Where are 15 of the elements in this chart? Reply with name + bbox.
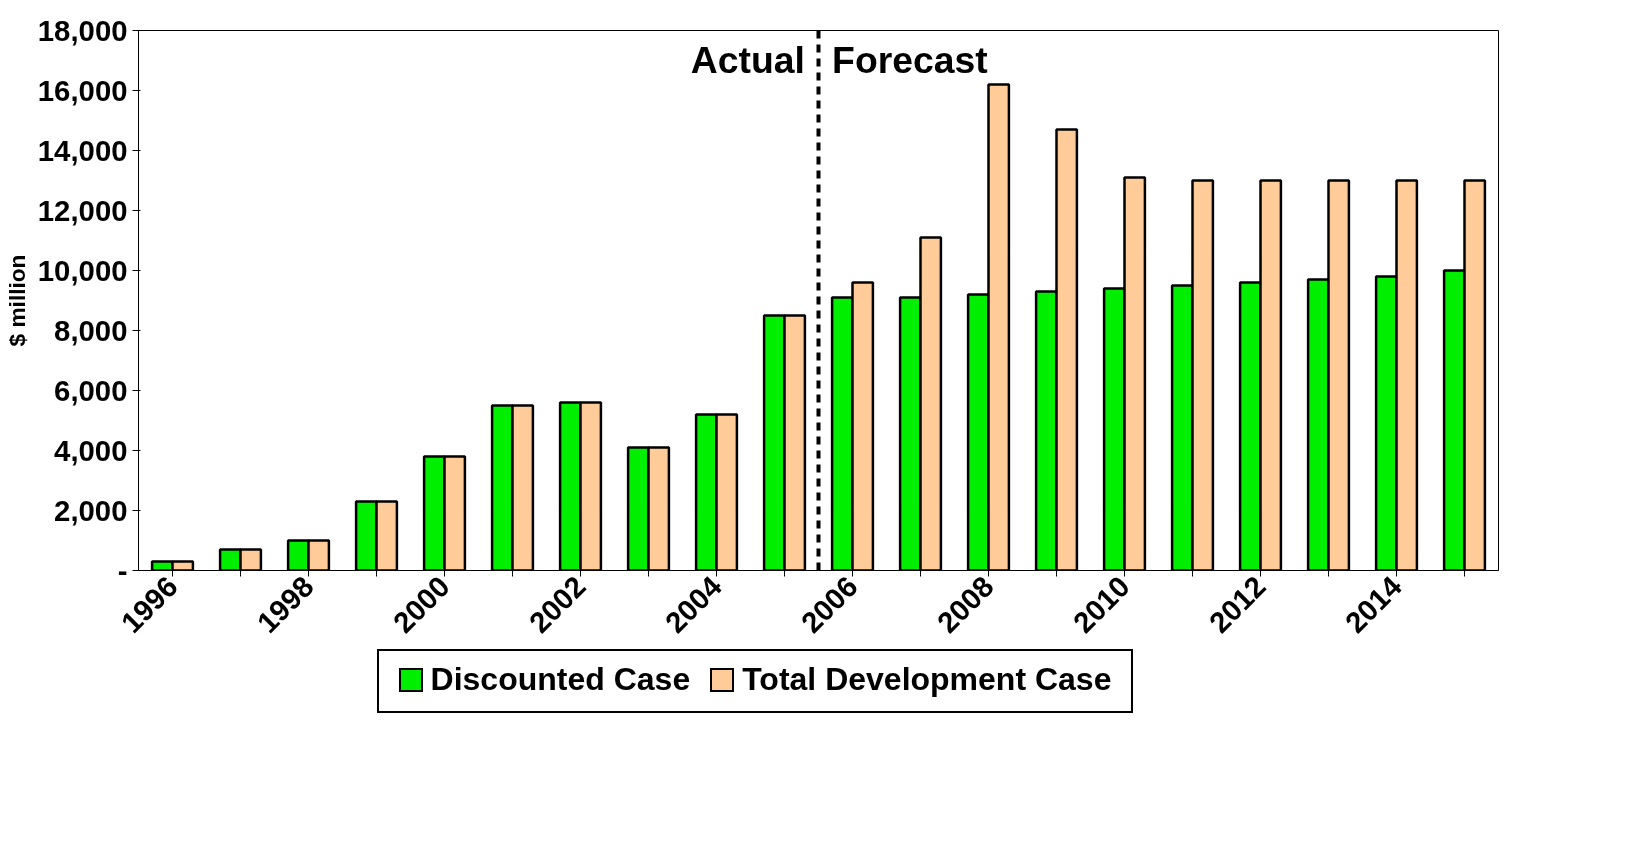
legend-label: Discounted Case (430, 660, 691, 699)
y-tick-label: 18,000 (37, 13, 128, 47)
y-tick-label: 4,000 (54, 433, 128, 467)
y-tick-label: 14,000 (37, 133, 128, 167)
y-tick-label: 6,000 (54, 373, 128, 407)
y-tick-label: 2,000 (54, 493, 128, 527)
legend-label: Total Development Case (742, 660, 1112, 699)
y-tick-label: 16,000 (37, 73, 128, 107)
annotation: Forecast (832, 38, 988, 81)
y-tick-label: 10,000 (37, 253, 128, 287)
annotation: Actual (690, 38, 805, 81)
y-tick-label: - (117, 553, 128, 587)
y-tick-label: 8,000 (54, 313, 128, 347)
y-tick-label: 12,000 (37, 193, 128, 227)
y-axis-title: $ million (3, 254, 30, 347)
